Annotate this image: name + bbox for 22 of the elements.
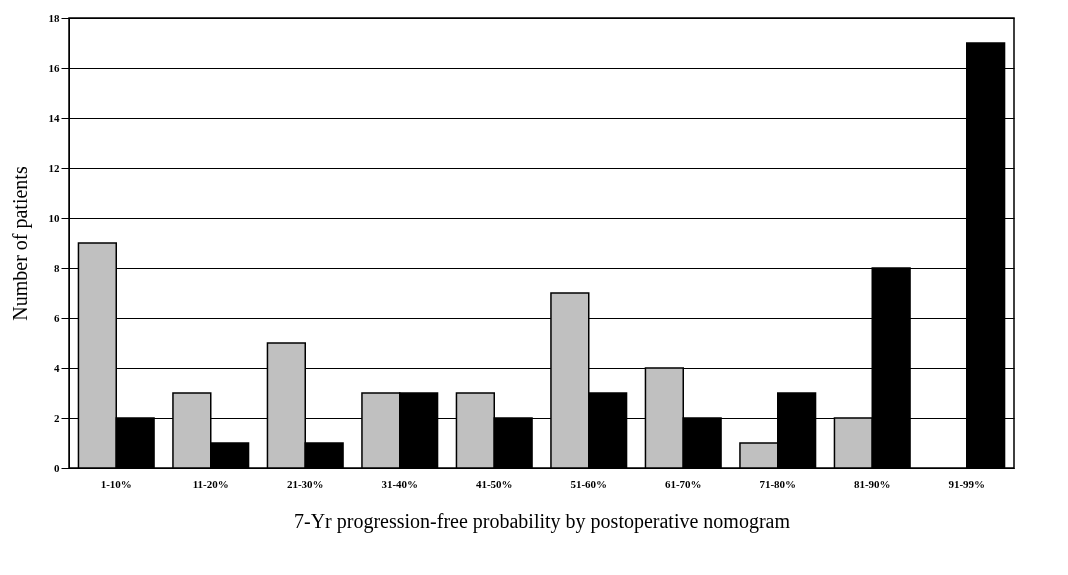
x-tick-label: 41-50%	[475, 477, 513, 490]
y-tick-label: 2	[54, 411, 60, 424]
x-tick-label: 21-30%	[286, 477, 324, 490]
x-tick-label: 91-99%	[948, 477, 986, 490]
x-tick-label: 1-10%	[100, 477, 132, 490]
y-tick-label: 12	[48, 161, 60, 174]
x-tick-label: 81-90%	[853, 477, 891, 490]
y-axis-title: Number of patients	[8, 166, 32, 321]
y-tick-label: 16	[48, 61, 60, 74]
y-tick-label: 8	[54, 261, 60, 274]
x-tick-label: 11-20%	[192, 477, 229, 490]
x-tick-label: 71-80%	[759, 477, 797, 490]
y-tick-label: 4	[54, 361, 60, 374]
x-tick-label: 51-60%	[570, 477, 608, 490]
y-tick-label: 10	[48, 211, 60, 224]
y-tick-label: 0	[54, 461, 60, 474]
y-tick-label: 18	[48, 11, 60, 24]
y-tick-label: 6	[54, 311, 60, 324]
x-axis-title: 7-Yr progression-free probability by postoperative nomogram	[294, 509, 791, 533]
x-tick-label: 61-70%	[664, 477, 702, 490]
y-tick-label: 14	[48, 111, 60, 124]
x-tick-label: 31-40%	[381, 477, 419, 490]
